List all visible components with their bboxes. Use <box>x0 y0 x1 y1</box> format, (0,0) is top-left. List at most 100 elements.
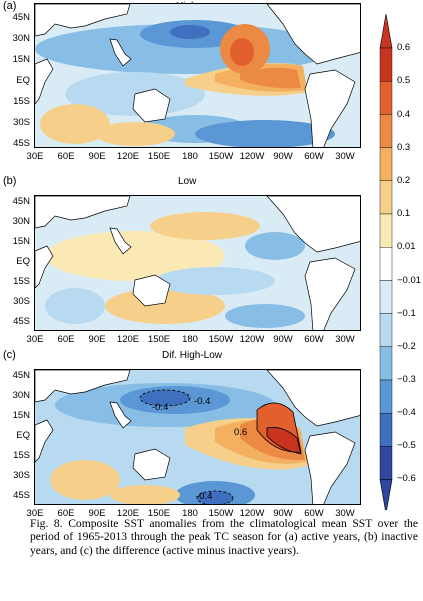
contour-label: -0.4 <box>194 396 211 407</box>
lat-tick: 30N <box>12 33 30 44</box>
lat-tick: 30S <box>13 296 30 307</box>
panel-c: (c) Dif. High-Low <box>0 349 370 521</box>
panel-label: (c) <box>3 349 16 361</box>
colorbar-tick: 0.1 <box>397 208 411 219</box>
lat-tick: 45S <box>13 138 30 149</box>
colorbar <box>374 12 419 514</box>
lat-tick: 15N <box>12 410 30 421</box>
sst-map-low <box>34 195 361 331</box>
lon-tick: 120E <box>116 508 140 519</box>
lon-tick: 150E <box>147 151 171 162</box>
colorbar-segment <box>379 413 393 447</box>
lat-tick: 15N <box>12 236 30 247</box>
panel-title: Low <box>178 176 197 187</box>
colorbar-tick: −0.4 <box>397 407 416 418</box>
lon-tick: 30E <box>26 334 44 345</box>
lon-tick: 90W <box>273 334 293 345</box>
lon-tick: 60E <box>57 334 75 345</box>
colorbar-segment <box>379 47 393 82</box>
colorbar-tick: 0.2 <box>397 175 411 186</box>
lat-tick: 15S <box>13 450 30 461</box>
colorbar-segment <box>379 114 393 148</box>
lon-tick: 180 <box>182 151 198 162</box>
lat-tick: 45N <box>12 12 30 23</box>
colorbar-tick: −0.1 <box>397 308 416 319</box>
panel-label: (b) <box>3 175 17 187</box>
colorbar-tick: −0.5 <box>397 440 416 451</box>
lon-tick: 30W <box>335 508 355 519</box>
lon-tick: 30E <box>26 508 44 519</box>
lon-tick: 30E <box>26 151 44 162</box>
lon-tick: 180 <box>182 508 198 519</box>
lon-tick: 60W <box>304 151 324 162</box>
lat-tick: 30S <box>13 470 30 481</box>
lon-tick: 30W <box>335 334 355 345</box>
lon-tick: 60E <box>57 508 75 519</box>
lon-tick: 90E <box>88 334 106 345</box>
panel-b: (b) Low 45N 30N 15N EQ 15S 30S 45S 30E 6… <box>0 175 370 347</box>
colorbar-segment <box>379 147 393 182</box>
lat-tick: EQ <box>16 256 30 267</box>
lon-tick: 150E <box>147 334 171 345</box>
lon-tick: 150E <box>147 508 171 519</box>
lon-tick: 60E <box>57 151 75 162</box>
colorbar-segment <box>379 280 393 314</box>
lat-tick: 45S <box>13 490 30 501</box>
lat-tick: 15S <box>13 96 30 107</box>
lat-tick: 30N <box>12 216 30 227</box>
colorbar-extend-max <box>379 13 393 49</box>
colorbar-segment <box>379 180 393 215</box>
lat-tick: EQ <box>16 430 30 441</box>
lon-tick: 90E <box>88 151 106 162</box>
lon-tick: 120E <box>116 151 140 162</box>
contour-label: 0.6 <box>234 427 248 438</box>
lat-tick: 15N <box>12 54 30 65</box>
lat-tick: 45N <box>12 370 30 381</box>
colorbar-tick: −0.6 <box>397 473 416 484</box>
colorbar-tick: −0.01 <box>397 275 422 286</box>
colorbar-tick: 0.01 <box>397 241 416 252</box>
lon-tick: 120W <box>239 508 265 519</box>
contour-label: -0.4 <box>196 491 213 502</box>
lon-tick: 90W <box>273 508 293 519</box>
lat-tick: 45S <box>13 316 30 327</box>
colorbar-extend-min <box>379 479 393 514</box>
lon-tick: 60W <box>304 508 324 519</box>
colorbar-tick: 0.4 <box>397 109 411 120</box>
colorbar-segment <box>379 246 393 281</box>
lon-tick: 180 <box>182 334 198 345</box>
colorbar-segment <box>379 313 393 348</box>
lon-tick: 30W <box>335 151 355 162</box>
lon-tick: 120W <box>239 151 265 162</box>
lat-tick: EQ <box>16 75 30 86</box>
lat-tick: 15S <box>13 276 30 287</box>
lat-tick: 30N <box>12 390 30 401</box>
panel-title: Dif. High-Low <box>162 350 223 361</box>
lat-tick: 30S <box>13 117 30 128</box>
figure-caption: Fig. 8. Composite SST anomalies from the… <box>30 517 418 557</box>
colorbar-segment <box>379 446 393 480</box>
lat-tick: 45N <box>12 196 30 207</box>
colorbar-tick: 0.3 <box>397 142 411 153</box>
colorbar-tick: 0.5 <box>397 75 411 86</box>
lon-tick: 60W <box>304 334 324 345</box>
lon-tick: 120W <box>239 334 265 345</box>
colorbar-segment <box>379 379 393 414</box>
colorbar-tick: 0.6 <box>397 42 411 53</box>
lon-tick: 90E <box>88 508 106 519</box>
lon-tick: 150W <box>208 334 234 345</box>
lon-tick: 90W <box>273 151 293 162</box>
colorbar-segment <box>379 213 393 248</box>
sst-map-difference <box>34 369 361 505</box>
colorbar-tick: −0.3 <box>397 374 416 385</box>
colorbar-segment <box>379 80 393 115</box>
colorbar-segment <box>379 346 393 381</box>
panel-label: (a) <box>3 0 17 12</box>
contour-label: -0.4 <box>152 402 169 413</box>
sst-map-high <box>34 3 361 148</box>
lon-tick: 150W <box>208 508 234 519</box>
lon-tick: 120E <box>116 334 140 345</box>
panel-a: (a) High 45N 30N 15N <box>0 0 370 172</box>
colorbar-tick: −0.2 <box>397 341 416 352</box>
lon-tick: 150W <box>208 151 234 162</box>
